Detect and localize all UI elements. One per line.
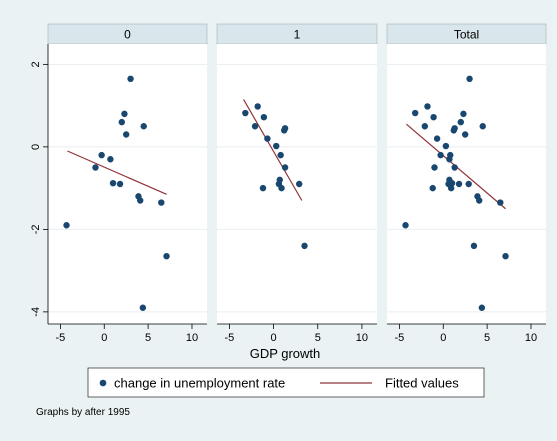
data-point	[273, 142, 280, 150]
data-point	[429, 184, 436, 192]
data-point	[455, 180, 463, 188]
data-point	[431, 164, 438, 171]
panel-plot-area	[48, 44, 207, 324]
x-tick-label: 5	[145, 332, 151, 344]
data-point	[465, 180, 472, 188]
data-point	[442, 142, 450, 150]
data-point	[502, 252, 509, 260]
axes-layer: -4 -2 0 2	[30, 44, 49, 324]
x-tick-label: 5	[484, 332, 490, 344]
data-point	[446, 156, 453, 163]
data-point	[457, 118, 464, 126]
data-point	[260, 113, 268, 121]
data-point	[424, 103, 431, 110]
y-tick-label: 0	[30, 144, 42, 150]
y-tick-label: 2	[30, 61, 42, 67]
data-point	[158, 199, 165, 206]
data-point	[107, 156, 114, 163]
data-point	[451, 125, 458, 132]
data-point	[470, 242, 478, 250]
y-tick-label: -2	[30, 224, 42, 234]
data-point	[421, 123, 429, 130]
y-tick-label: -4	[30, 307, 42, 317]
data-point	[411, 109, 419, 117]
data-point	[264, 135, 271, 142]
panel-strip-label: 0	[124, 28, 131, 42]
data-point	[437, 151, 444, 159]
data-point	[479, 123, 486, 130]
panel-strip-label: 1	[294, 28, 301, 42]
x-tick-label: 10	[525, 332, 537, 344]
x-tick-label: 10	[186, 332, 198, 344]
data-point	[259, 184, 267, 192]
data-point	[466, 75, 473, 83]
x-tick-label: -5	[225, 332, 235, 344]
data-point	[116, 180, 124, 188]
data-point	[448, 179, 456, 187]
panel-1: 0 -5 0 5 10	[47, 23, 208, 344]
data-point	[137, 197, 144, 204]
data-point	[139, 304, 147, 311]
data-point	[281, 164, 289, 171]
data-point	[242, 109, 249, 117]
legend-label-points: change in unemployment rate	[114, 376, 285, 391]
data-point	[121, 110, 128, 118]
data-point	[109, 179, 117, 187]
x-tick-label: 0	[271, 332, 277, 344]
data-point	[251, 123, 259, 130]
x-tick-label: 0	[101, 332, 107, 344]
graphs-by-note: Graphs by after 1995	[36, 407, 130, 418]
data-point	[98, 151, 105, 159]
data-point	[451, 164, 458, 171]
x-tick-label: -5	[55, 332, 65, 344]
data-point	[277, 151, 284, 159]
data-point	[478, 304, 486, 311]
data-point	[278, 184, 285, 192]
x-tick-label: 10	[356, 332, 368, 344]
data-point	[430, 113, 437, 121]
data-point	[92, 164, 99, 171]
data-point	[163, 252, 170, 260]
data-point	[254, 103, 261, 110]
data-point	[63, 222, 70, 229]
panel-3: Total -5 0 5 10	[386, 23, 547, 344]
data-point	[122, 131, 130, 138]
data-point	[402, 222, 409, 229]
fitted-line	[67, 150, 167, 195]
x-tick-label: 0	[440, 332, 446, 344]
data-point	[460, 110, 467, 118]
x-tick-label: -5	[394, 332, 404, 344]
legend-box	[87, 367, 485, 398]
data-point	[301, 242, 308, 250]
fitted-line	[243, 99, 303, 201]
data-point	[127, 75, 134, 83]
panel-strip-label: Total	[454, 28, 479, 42]
data-point	[281, 125, 289, 132]
data-point	[118, 118, 125, 126]
data-point	[461, 131, 469, 138]
data-point	[433, 135, 441, 142]
legend-label-fit: Fitted values	[385, 376, 459, 391]
data-point	[476, 197, 483, 204]
legend: change in unemployment rate Fitted value…	[87, 367, 485, 398]
data-point	[497, 199, 504, 206]
data-point	[140, 123, 147, 130]
x-tick-label: 5	[315, 332, 321, 344]
panel-2: 1 -5 0 5 10	[216, 23, 378, 344]
panels-layer: 0 -5 0 5 10 1 -5 0 5 10 Total -5 0 5 10	[47, 23, 547, 344]
data-point	[447, 184, 455, 192]
data-point	[296, 180, 303, 188]
legend-marker-points	[99, 379, 107, 387]
x-axis-title: GDP growth	[250, 346, 321, 361]
